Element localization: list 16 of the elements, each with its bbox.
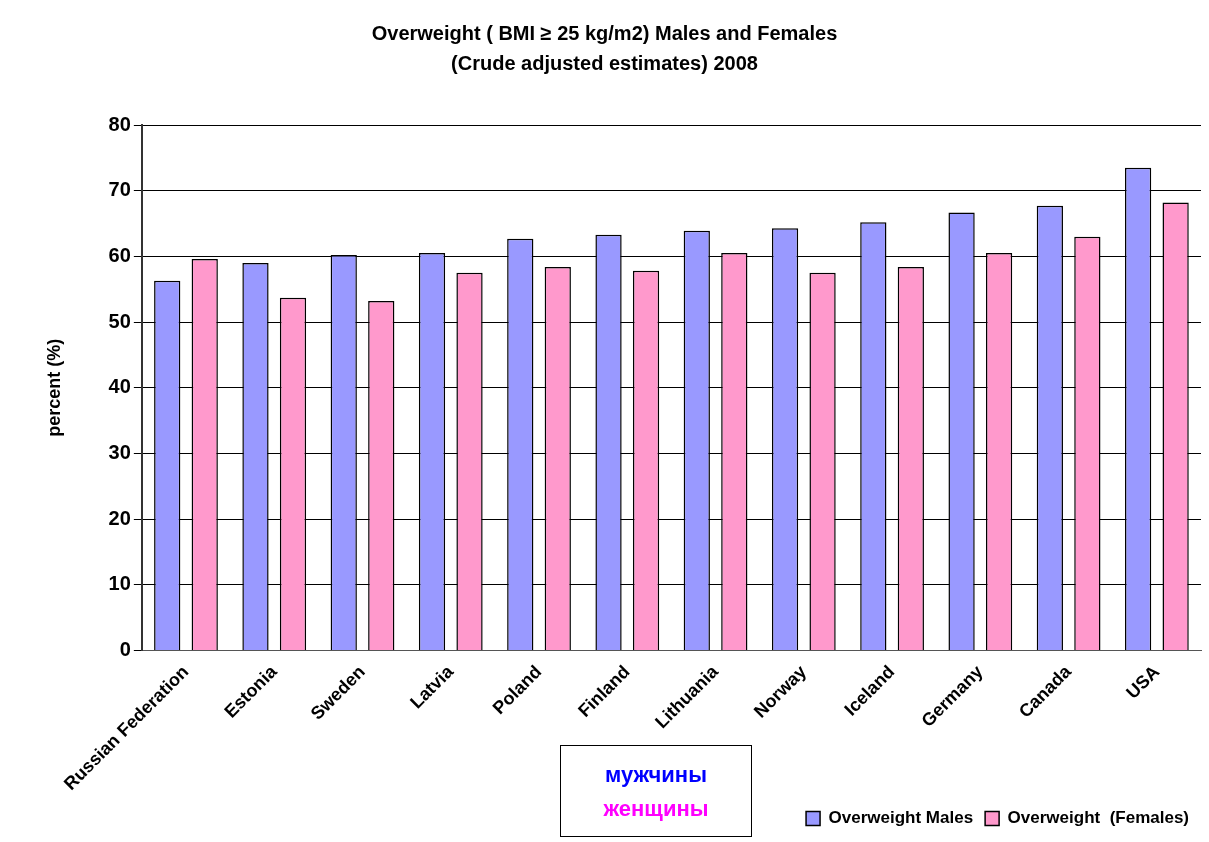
y-axis-title: percent (%) bbox=[43, 338, 64, 437]
y-tick-label: 50 bbox=[108, 309, 131, 332]
y-tick-label: 70 bbox=[108, 178, 131, 201]
y-tick-label: 80 bbox=[108, 112, 131, 135]
legend-label: Overweight Males bbox=[828, 808, 974, 828]
text: женщины bbox=[602, 795, 710, 823]
y-tick-label: 60 bbox=[108, 243, 131, 266]
y-tick-label: 0 bbox=[119, 638, 131, 661]
y-tick-label: 30 bbox=[108, 441, 131, 464]
chart-subtitle: (Crude adjusted estimates) 2008 bbox=[450, 51, 759, 76]
chart-title: Overweight ( BMI ≥ 25 kg/m2) Males and Females bbox=[370, 21, 839, 46]
text: мужчины bbox=[604, 761, 708, 789]
y-tick-label: 20 bbox=[108, 506, 131, 529]
legend-label: Overweight (Females) bbox=[1007, 808, 1189, 828]
y-tick-label: 40 bbox=[108, 375, 131, 398]
y-tick-label: 10 bbox=[108, 572, 131, 595]
